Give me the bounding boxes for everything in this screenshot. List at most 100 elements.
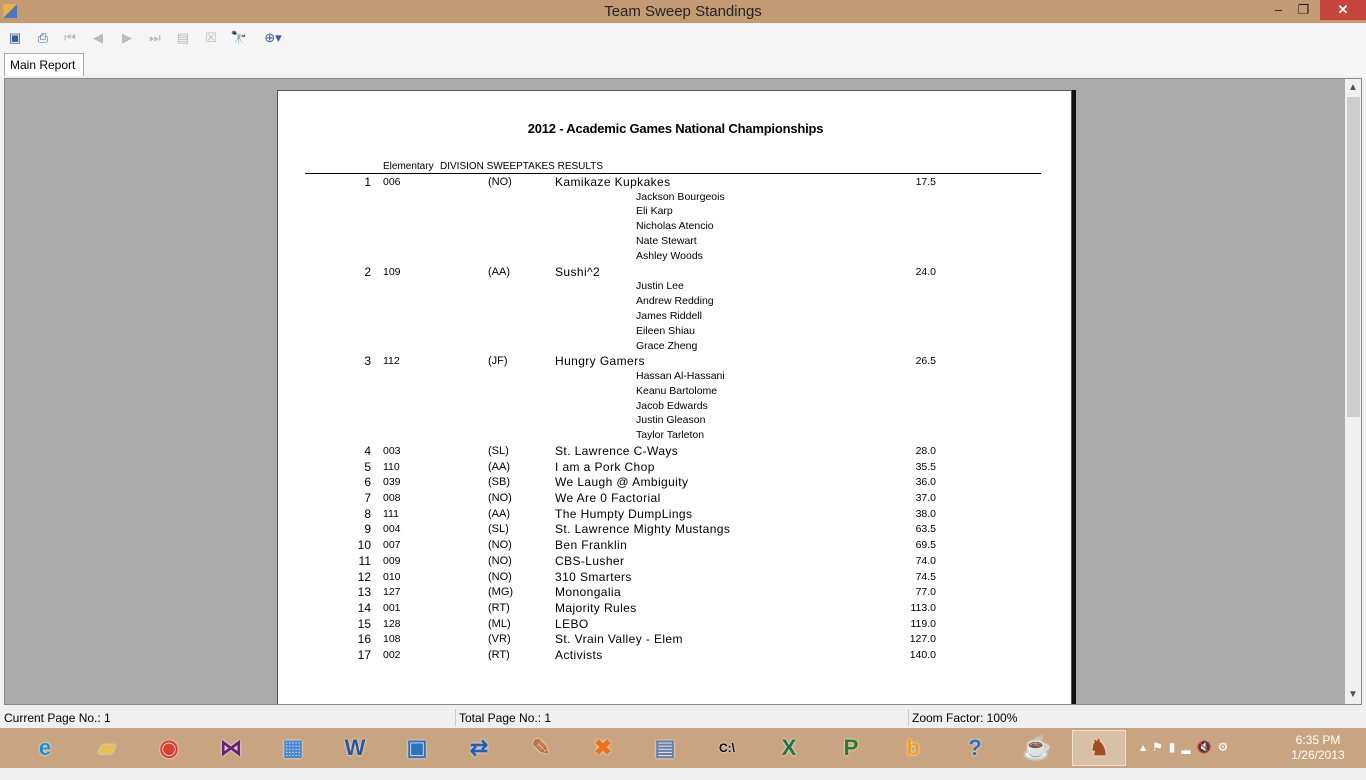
member-name: Keanu Bartolome [636, 384, 718, 397]
member-row: Eileen Shiau [278, 325, 1073, 340]
xampp-icon[interactable]: ✖ [593, 735, 613, 760]
team-rank: 16 [357, 632, 371, 647]
word-icon[interactable]: W [344, 735, 366, 760]
close-button[interactable]: ✕ [1320, 0, 1366, 20]
team-score: 26.5 [915, 355, 936, 368]
team-division: (RT) [488, 648, 510, 661]
team-division: (NO) [488, 539, 512, 552]
minimize-button[interactable]: – [1274, 2, 1283, 17]
stop-icon[interactable]: ☒ [205, 30, 217, 45]
cmd-icon[interactable]: C:\ [719, 741, 735, 755]
scroll-up-icon[interactable]: ▲ [1348, 82, 1358, 93]
team-division: (JF) [488, 355, 508, 368]
clock[interactable]: 6:35 PM 1/26/2013 [1283, 733, 1353, 763]
find-icon[interactable]: 🔭 [230, 30, 248, 45]
team-name: Kamikaze Kupkakes [555, 175, 671, 189]
team-division: (AA) [488, 507, 510, 520]
team-row: 13 127 (MG) Monongalia 77.0 [278, 585, 1073, 601]
team-name: St. Lawrence C-Ways [555, 444, 679, 459]
team-code: 010 [383, 570, 401, 583]
team-division: (SL) [488, 445, 509, 458]
team-code: 112 [383, 355, 400, 368]
member-row: Andrew Redding [278, 295, 1073, 310]
team-row: 15 128 (ML) LEBO 119.0 [278, 617, 1073, 633]
team-division: (SB) [488, 476, 510, 489]
zoom-icon[interactable]: ⊕▾ [264, 30, 282, 45]
app-icon[interactable]: ♞ [1072, 730, 1126, 766]
team-row: 17 002 (RT) Activists 140.0 [278, 648, 1073, 664]
member-row: Nate Stewart [278, 235, 1073, 250]
team-division: (VR) [488, 633, 511, 646]
internet-explorer-icon[interactable]: e [38, 735, 52, 760]
help-icon[interactable]: ? [968, 735, 982, 760]
member-name: Eileen Shiau [636, 324, 695, 337]
member-name: Eli Karp [636, 205, 673, 218]
export-icon[interactable]: ▣ [8, 30, 22, 45]
team-rank: 11 [358, 553, 371, 568]
scrollbar-thumb[interactable] [1347, 97, 1360, 417]
team-score: 37.0 [915, 492, 936, 505]
report-title: 2012 - Academic Games National Champions… [527, 121, 824, 136]
member-name: Justin Gleason [636, 414, 706, 427]
team-name: Monongalia [555, 585, 622, 600]
team-division: (NO) [488, 176, 512, 188]
team-name: LEBO [555, 616, 589, 631]
network-icon[interactable]: ⇄ [469, 735, 489, 760]
remote-desktop-icon[interactable]: ▣ [406, 735, 428, 760]
paint-icon[interactable]: ✎ [531, 735, 551, 760]
system-tray-icons[interactable]: ▴⚑▮▂🔇⚙ [1140, 740, 1235, 754]
team-rank: 3 [364, 354, 371, 369]
member-name: Justin Lee [636, 280, 684, 293]
toolbar: ▣ ⎙ ⏮ ◀ ▶ ⏭ ▤ ☒ 🔭 ⊕▾ [0, 24, 1366, 52]
team-name: Ben Franklin [555, 538, 628, 553]
team-score: 140.0 [909, 648, 936, 661]
team-rank: 14 [357, 600, 371, 615]
first-page-icon[interactable]: ⏮ [64, 30, 76, 45]
team-rank: 17 [357, 647, 371, 662]
team-code: 006 [383, 176, 401, 188]
scroll-down-icon[interactable]: ▼ [1348, 689, 1358, 700]
team-rank: 13 [357, 585, 371, 600]
member-name: Taylor Tarleton [636, 429, 705, 442]
previous-page-icon[interactable]: ◀ [93, 30, 103, 45]
team-rank: 1 [364, 175, 371, 189]
title-bar: Team Sweep Standings – ❐ ✕ [0, 0, 1366, 23]
team-name: Activists [555, 647, 603, 662]
notepad-icon[interactable]: ▤ [654, 735, 676, 760]
excel-icon[interactable]: X [781, 735, 797, 760]
visual-studio-icon[interactable]: ⋈ [220, 735, 242, 760]
team-rank: 6 [364, 475, 371, 490]
team-row: 10 007 (NO) Ben Franklin 69.5 [278, 538, 1073, 554]
team-row: 7 008 (NO) We Are 0 Factorial 37.0 [278, 491, 1073, 507]
maximize-button[interactable]: ❐ [1297, 2, 1310, 17]
report-page: 2012 - Academic Games National Champions… [277, 90, 1073, 704]
control-panel-icon[interactable]: ▦ [282, 735, 304, 760]
member-name: Andrew Redding [636, 295, 714, 308]
bing-icon[interactable]: b [906, 735, 920, 760]
project-icon[interactable]: P [843, 735, 859, 760]
last-page-icon[interactable]: ⏭ [149, 30, 161, 45]
java-icon[interactable]: ☕ [1023, 735, 1051, 760]
print-icon[interactable]: ⎙ [37, 30, 49, 45]
separator [455, 709, 456, 726]
chrome-icon[interactable]: ◉ [159, 735, 179, 760]
tab-bar: Main Report [0, 52, 1366, 76]
team-row: 12 010 (NO) 310 Smarters 74.5 [278, 570, 1073, 586]
team-row: 4 003 (SL) St. Lawrence C-Ways 28.0 [278, 444, 1073, 460]
team-row: 16 108 (VR) St. Vrain Valley - Elem 127.0 [278, 632, 1073, 648]
team-score: 69.5 [915, 539, 936, 552]
tab-main-report[interactable]: Main Report [4, 53, 84, 76]
file-explorer-icon[interactable]: ▰ [98, 735, 116, 760]
team-name: The Humpty DumpLings [555, 506, 693, 521]
next-page-icon[interactable]: ▶ [122, 30, 132, 45]
team-score: 38.0 [915, 507, 936, 520]
app-icon [3, 4, 17, 18]
status-bar: Current Page No.: 1 Total Page No.: 1 Zo… [0, 707, 1366, 728]
team-rank: 10 [357, 538, 371, 553]
member-row: James Riddell [278, 310, 1073, 325]
vertical-scrollbar[interactable]: ▲ ▼ [1345, 79, 1361, 704]
team-code: 002 [383, 648, 401, 661]
total-pages: Total Page No.: 1 [459, 711, 552, 725]
refresh-icon[interactable]: ▤ [176, 30, 190, 45]
